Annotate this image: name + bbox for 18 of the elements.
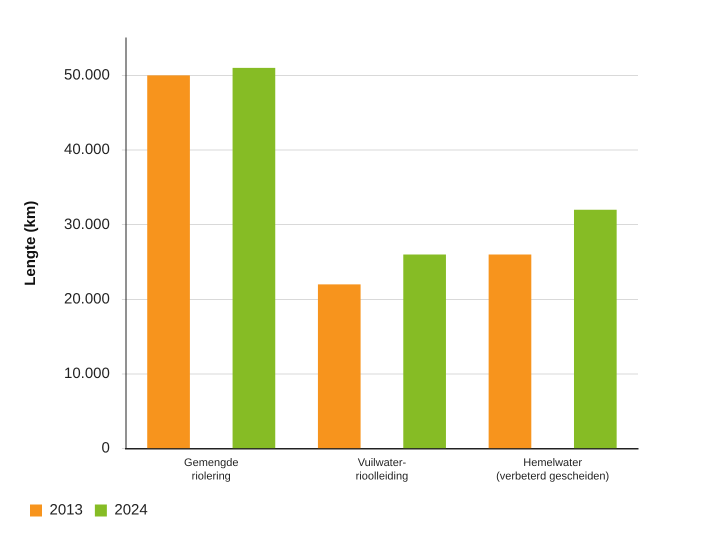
bar (318, 284, 361, 448)
bar (147, 75, 190, 448)
bar (403, 254, 446, 448)
bar (488, 254, 532, 448)
y-tick-label: 10.000 (64, 365, 110, 382)
y-tick-label: 0 (102, 440, 110, 457)
y-tick-label: 40.000 (64, 141, 110, 158)
x-tick-label: Gemengde riolering (184, 457, 238, 482)
legend-label: 2024 (114, 502, 148, 519)
y-tick-label: 50.000 (64, 66, 110, 84)
x-tick-label: Hemelwater (verbeterd gescheiden) (496, 457, 610, 482)
bar (574, 210, 617, 448)
y-axis-title: Lengte (km) (22, 200, 40, 286)
y-tick-label: 20.000 (64, 290, 110, 308)
y-tick-label: 30.000 (64, 216, 110, 233)
legend-label: 2013 (50, 502, 83, 519)
bar (232, 68, 276, 448)
x-tick-label: Vuilwater-rioolleiding (356, 457, 408, 482)
